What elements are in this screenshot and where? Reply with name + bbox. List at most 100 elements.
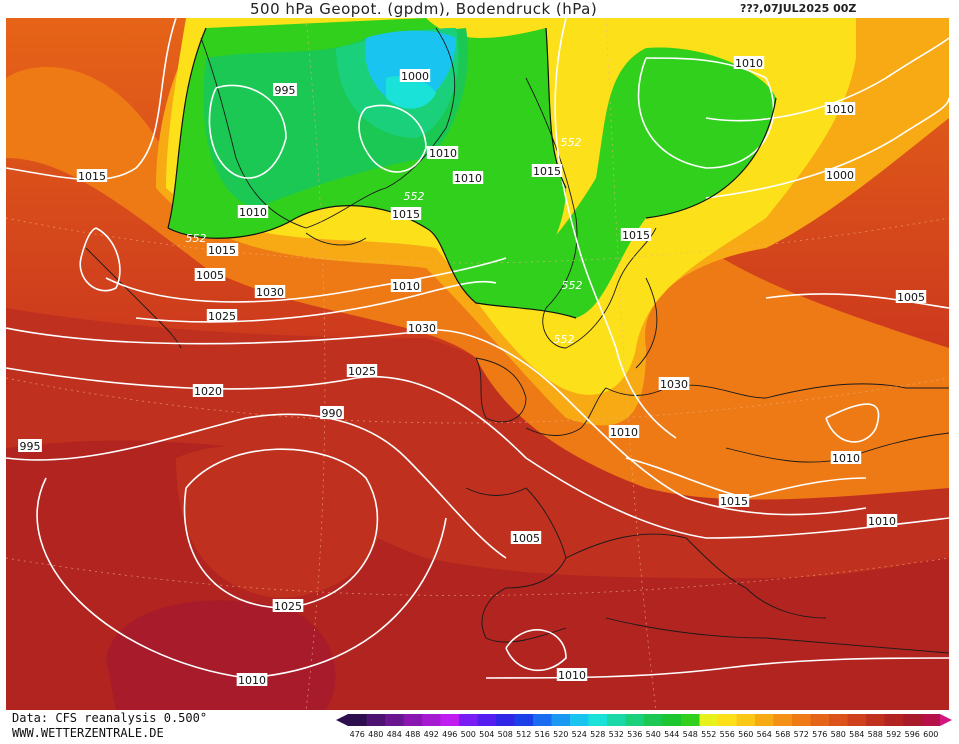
isobar-label: 1005 <box>895 290 927 304</box>
isobar-label: 1010 <box>733 56 765 70</box>
legend-swatch <box>847 714 866 726</box>
legend-swatch <box>718 714 737 726</box>
isobar-label-text: 1015 <box>622 229 650 242</box>
legend-swatch <box>514 714 533 726</box>
weather-map: 1015 995 1000 1005 1010 1015 1020 1025 1030 1025 1… <box>6 18 949 710</box>
isobar-label: 990 <box>320 406 344 420</box>
legend-swatch <box>903 714 922 726</box>
legend-level-label: 584 <box>849 730 864 739</box>
legend-level-label: 492 <box>424 730 439 739</box>
legend-swatch <box>385 714 404 726</box>
legend-level-label: 600 <box>923 730 938 739</box>
geopotential-592-cell <box>106 600 336 710</box>
legend-swatch <box>810 714 829 726</box>
contour-label-552: 552 <box>554 333 575 346</box>
isobar-label-text: 1025 <box>348 365 376 378</box>
legend-level-label: 496 <box>442 730 457 739</box>
isobar-label-text: 995 <box>20 440 41 453</box>
legend-swatch <box>533 714 552 726</box>
legend-level-label: 540 <box>646 730 661 739</box>
legend-level-label: 532 <box>609 730 624 739</box>
isobar-label-text: 1005 <box>897 291 925 304</box>
contour-label-552: 552 <box>561 136 582 149</box>
legend-level-label: 536 <box>627 730 642 739</box>
valid-date: ???,07JUL2025 00Z <box>740 2 857 15</box>
isobar-label-text: 1010 <box>868 515 896 528</box>
legend-level-label: 504 <box>479 730 494 739</box>
header-bar: 500 hPa Geopot. (gpdm), Bodendruck (hPa)… <box>0 0 959 18</box>
legend-swatch <box>625 714 644 726</box>
contour-label-552: 552 <box>562 279 583 292</box>
isobar-label-text: 1015 <box>720 495 748 508</box>
legend-level-label: 516 <box>535 730 550 739</box>
isobar-label: 1010 <box>608 425 640 439</box>
isobar-label-text: 1000 <box>401 70 429 83</box>
website-text: WWW.WETTERZENTRALE.DE <box>12 726 164 740</box>
legend-canvas: 476 480 484 488 492 496 500 504 508 512 516 520 524 5… <box>336 714 952 739</box>
isobar-label: 1010 <box>237 205 269 219</box>
legend-swatch <box>681 714 700 726</box>
legend-level-label: 500 <box>461 730 476 739</box>
isobar-label-text: 1010 <box>238 674 266 687</box>
isobar-label: 1010 <box>866 514 898 528</box>
isobar-label-text: 1010 <box>558 669 586 682</box>
isobar-label-text: 1015 <box>208 244 236 257</box>
legend-level-label: 564 <box>757 730 772 739</box>
isobar-label: 1010 <box>427 146 459 160</box>
legend-swatch <box>422 714 441 726</box>
map-canvas: 1015 995 1000 1005 1010 1015 1020 1025 1030 1025 1… <box>6 18 949 710</box>
isobar-label: 1010 <box>830 451 862 465</box>
legend-swatch <box>459 714 478 726</box>
isobar-label-text: 1030 <box>408 322 436 335</box>
color-legend: 476 480 484 488 492 496 500 504 508 512 516 520 524 5… <box>336 714 956 744</box>
isobar-label: 1010 <box>390 279 422 293</box>
isobar-label-text: 1010 <box>610 426 638 439</box>
legend-swatch <box>736 714 755 726</box>
isobar-label: 1015 <box>390 207 422 221</box>
isobar-label-text: 1025 <box>274 600 302 613</box>
legend-level-label: 544 <box>664 730 679 739</box>
isobar-label: 1015 <box>718 494 750 508</box>
legend-level-label: 512 <box>516 730 531 739</box>
legend-swatch <box>866 714 885 726</box>
isobar-label-text: 1015 <box>78 170 106 183</box>
isobar-labels: 1015 995 1000 1005 1010 1015 1020 1025 1030 1025 1… <box>18 56 927 687</box>
legend-level-label: 552 <box>701 730 716 739</box>
isobars <box>6 18 949 679</box>
legend-swatch <box>366 714 385 726</box>
legend-swatch <box>570 714 589 726</box>
isobar-label-text: 1010 <box>392 280 420 293</box>
legend-swatch <box>588 714 607 726</box>
legend-level-label: 528 <box>590 730 605 739</box>
contour-label-552: 552 <box>186 232 207 245</box>
legend-level-label: 484 <box>387 730 402 739</box>
isobar-label: 1025 <box>272 599 304 613</box>
isobar-label-text: 1010 <box>735 57 763 70</box>
isobar-label-text: 1015 <box>533 165 561 178</box>
isobar-label: 995 <box>273 83 297 97</box>
legend-level-label: 524 <box>572 730 587 739</box>
graticule <box>6 18 949 710</box>
legend-level-label: 508 <box>498 730 513 739</box>
legend-level-label: 476 <box>350 730 365 739</box>
legend-swatch <box>792 714 811 726</box>
legend-level-label: 580 <box>831 730 846 739</box>
legend-arrow-high <box>940 714 952 726</box>
isobar-label-text: 1010 <box>239 206 267 219</box>
legend-swatch <box>348 714 367 726</box>
isobar-label: 1025 <box>346 364 378 378</box>
legend-level-label: 568 <box>775 730 790 739</box>
legend-level-label: 480 <box>368 730 383 739</box>
isobar-label: 1020 <box>192 384 224 398</box>
contour-label-552: 552 <box>404 190 425 203</box>
isobar-label-text: 1010 <box>454 172 482 185</box>
isobar-label-text: 990 <box>322 407 343 420</box>
isobar-label: 1015 <box>531 164 563 178</box>
legend-swatch <box>496 714 515 726</box>
legend-swatch <box>829 714 848 726</box>
isobar-label-text: 1005 <box>512 532 540 545</box>
isobar-label-text: 1010 <box>429 147 457 160</box>
map-title: 500 hPa Geopot. (gpdm), Bodendruck (hPa) <box>250 0 598 18</box>
legend-swatch <box>884 714 903 726</box>
legend-level-label: 572 <box>794 730 809 739</box>
